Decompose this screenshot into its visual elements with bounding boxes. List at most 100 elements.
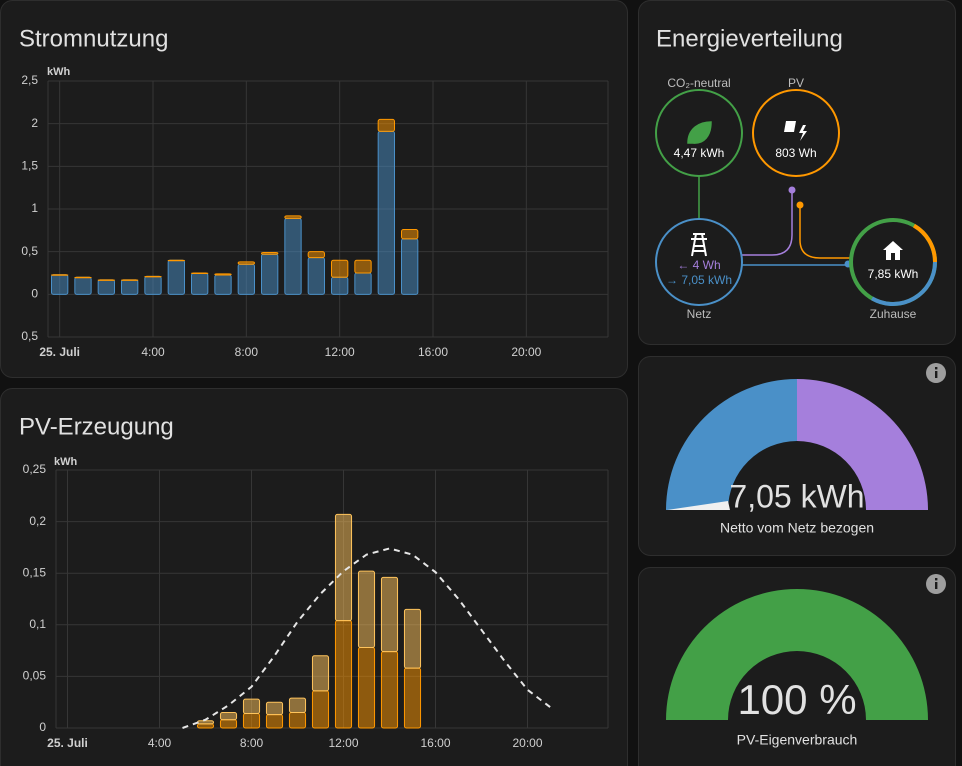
node-label: PV [788, 76, 804, 90]
card [0, 388, 628, 766]
axis-unit: kWh [54, 456, 78, 468]
bar-segment [307, 257, 325, 295]
bar-segment [121, 279, 139, 295]
card-title: PV-Erzeugung [19, 413, 174, 440]
bar-segment [74, 276, 92, 279]
flow-line [799, 205, 850, 259]
x-tick-label: 8:00 [235, 345, 259, 359]
bar-segment [144, 275, 162, 295]
info-icon [935, 582, 938, 589]
gauge-value: 100 % [737, 676, 856, 723]
x-tick-label: 20:00 [511, 345, 541, 359]
y-tick-label: 0,05 [23, 669, 47, 683]
flow-line [742, 190, 793, 256]
node-label: CO₂-neutral [667, 76, 730, 90]
card-title: Stromnutzung [19, 25, 168, 52]
bar-segment [288, 697, 307, 714]
bar-segment [144, 275, 162, 278]
y-tick-label: 0 [39, 720, 46, 734]
y-tick-label: 1 [31, 201, 38, 215]
bar-segment [74, 276, 92, 295]
bar-segment [237, 261, 256, 265]
y-tick-label: 0,25 [23, 462, 47, 476]
bar-segment [380, 651, 399, 729]
bar-segment [219, 712, 238, 721]
bar-segment [242, 713, 261, 729]
card-title: Energieverteilung [656, 25, 843, 52]
gauge-value: 7,05 kWh [729, 478, 864, 514]
forecast-line [182, 547, 552, 729]
bar-segment [196, 720, 215, 725]
bar-segment [284, 215, 302, 219]
bar-segment [219, 719, 238, 729]
bar-segment [354, 259, 372, 274]
card [0, 0, 628, 378]
node-value: 4,47 kWh [674, 146, 725, 160]
node-value: ← 4 Wh [677, 258, 720, 272]
gauge-name: PV-Eigenverbrauch [737, 732, 858, 748]
x-tick-label: 4:00 [141, 345, 165, 359]
info-icon [935, 578, 938, 581]
node-circle [655, 218, 743, 306]
flow-dot [796, 201, 804, 209]
bar-segment [167, 259, 186, 262]
bar-segment [284, 217, 302, 295]
node-value: → 7,05 kWh [666, 273, 732, 287]
bar-segment [242, 698, 261, 715]
bar-segment [237, 263, 256, 295]
bar-segment [334, 513, 353, 622]
bar-segment [265, 714, 284, 729]
y-tick-label: 0,5 [21, 244, 38, 258]
node-value: 7,85 kWh [868, 267, 919, 281]
solar-icon [784, 121, 796, 132]
bar-segment [401, 228, 419, 240]
leaf-icon [687, 121, 712, 144]
x-tick-label: 12:00 [325, 345, 355, 359]
axis-unit: kWh [47, 66, 71, 78]
bar-segment [121, 279, 139, 281]
bar-segment [261, 253, 279, 295]
bar-segment [331, 276, 349, 295]
bar-segment [377, 118, 395, 132]
node-circle [752, 89, 840, 177]
x-tick-label: 20:00 [512, 736, 542, 750]
x-tick-label: 12:00 [328, 736, 358, 750]
bar-segment [196, 723, 215, 729]
x-tick-label: 16:00 [418, 345, 448, 359]
info-icon [935, 367, 938, 370]
bar-segment [380, 576, 399, 653]
solar-icon [799, 125, 807, 141]
x-tick-label: 16:00 [420, 736, 450, 750]
bar-segment [97, 279, 115, 281]
node-label: Zuhause [870, 307, 917, 321]
bar-segment [214, 274, 232, 295]
x-tick-label: 8:00 [240, 736, 264, 750]
bar-segment [265, 701, 284, 716]
node-arc [912, 223, 938, 263]
y-tick-label: 2 [31, 116, 38, 130]
tower-icon [691, 233, 707, 257]
x-tick-label: 4:00 [148, 736, 172, 750]
bar-segment [51, 274, 69, 276]
y-tick-label: 0,2 [29, 514, 46, 528]
bar-segment [401, 238, 419, 295]
bar-segment [403, 608, 422, 669]
node-value: 803 Wh [775, 146, 816, 160]
bar-segment [191, 272, 209, 295]
y-tick-label: 0 [31, 287, 38, 301]
bar-segment [214, 273, 232, 276]
flow-dot [788, 186, 796, 194]
gauge-arc [666, 379, 797, 510]
x-tick-label: 25. Juli [39, 345, 80, 359]
y-tick-label: 1,5 [21, 159, 38, 173]
bar-segment [377, 130, 395, 295]
gauge-arc [666, 589, 928, 720]
node-arc [871, 261, 937, 307]
bar-segment [97, 279, 115, 295]
node-label: Netz [687, 307, 712, 321]
bar-segment [167, 259, 186, 295]
home-icon [883, 241, 903, 260]
bar-segment [288, 712, 307, 729]
gauge-needle [667, 501, 730, 510]
bar-segment [331, 259, 349, 278]
